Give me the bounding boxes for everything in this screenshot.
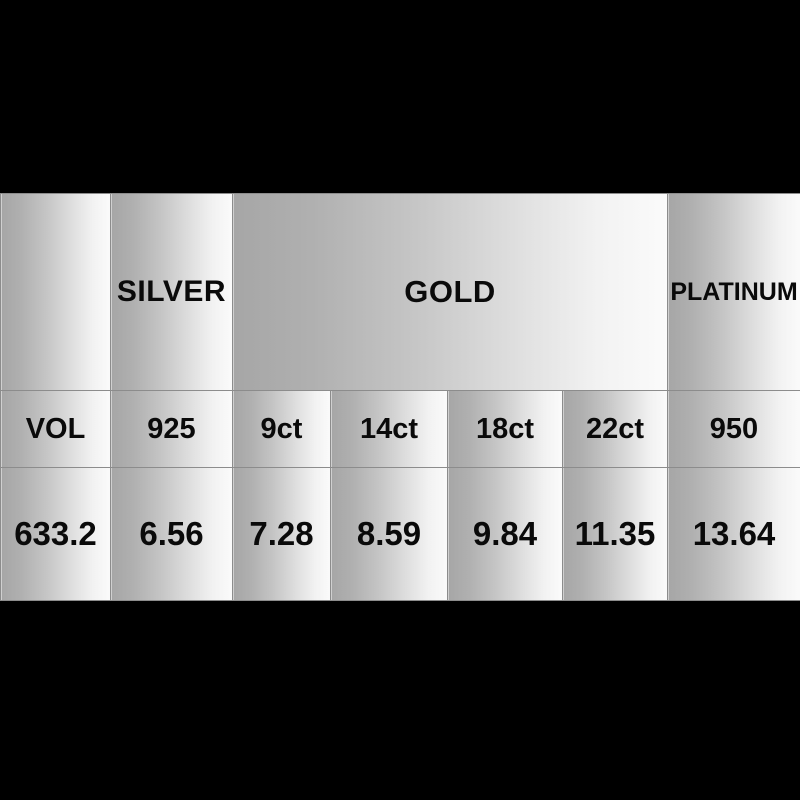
header-corner-blank bbox=[0, 193, 111, 391]
grade-cell-14ct: 14ct bbox=[330, 390, 448, 468]
table-row-values: 633.2 6.56 7.28 8.59 9.84 11.35 13.64 bbox=[0, 467, 800, 601]
value-cell-vol: 633.2 bbox=[0, 467, 111, 601]
value-cell-925: 6.56 bbox=[110, 467, 233, 601]
value-cell-9ct: 7.28 bbox=[232, 467, 331, 601]
table-row-grades: VOL 925 9ct 14ct 18ct 22ct 950 bbox=[0, 390, 800, 468]
value-cell-14ct: 8.59 bbox=[330, 467, 448, 601]
value-cell-18ct: 9.84 bbox=[447, 467, 563, 601]
grade-cell-950: 950 bbox=[667, 390, 800, 468]
value-cell-950: 13.64 bbox=[667, 467, 800, 601]
table-row-group-header: SILVER GOLD PLATINUM bbox=[0, 193, 800, 391]
grade-cell-9ct: 9ct bbox=[232, 390, 331, 468]
group-header-platinum: PLATINUM bbox=[667, 193, 800, 391]
group-header-gold: GOLD bbox=[232, 193, 668, 391]
metal-weight-table: SILVER GOLD PLATINUM VOL 925 9ct 14ct 18… bbox=[0, 193, 800, 601]
grade-cell-vol: VOL bbox=[0, 390, 111, 468]
value-cell-22ct: 11.35 bbox=[562, 467, 668, 601]
grade-cell-22ct: 22ct bbox=[562, 390, 668, 468]
grade-cell-18ct: 18ct bbox=[447, 390, 563, 468]
group-header-silver: SILVER bbox=[110, 193, 233, 391]
grade-cell-925: 925 bbox=[110, 390, 233, 468]
